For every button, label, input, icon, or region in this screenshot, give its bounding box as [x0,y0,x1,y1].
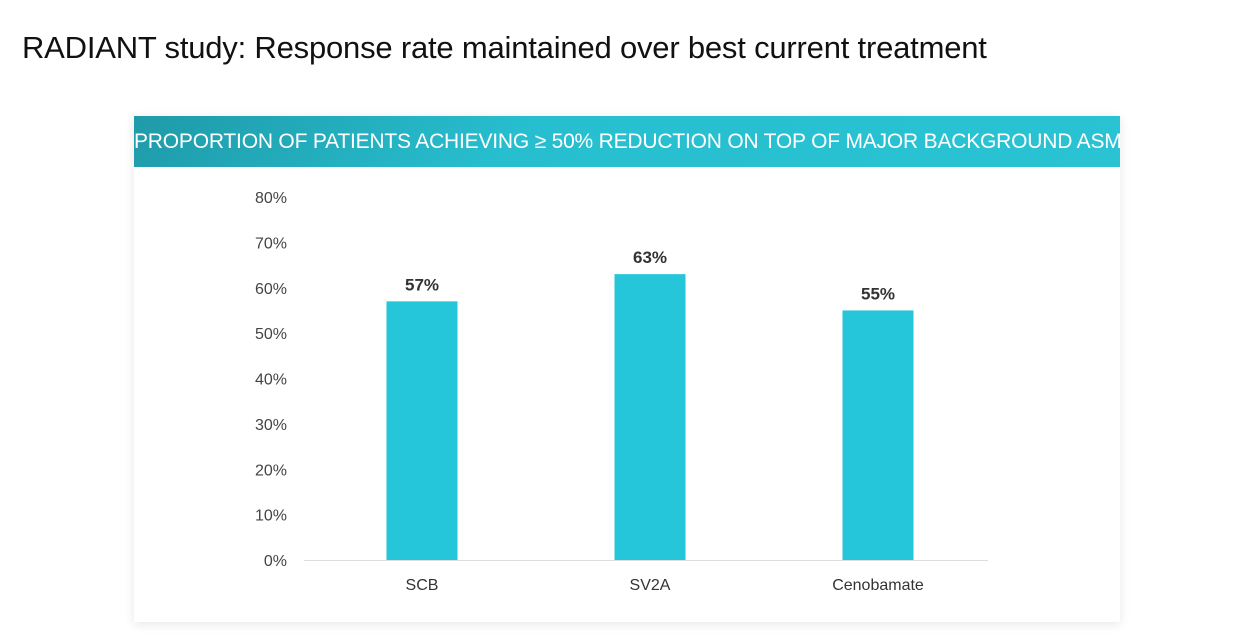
y-tick-label: 10% [255,508,287,525]
data-label: 63% [633,248,667,267]
y-tick-label: 70% [255,235,287,252]
y-tick-label: 30% [255,417,287,434]
y-tick-label: 50% [255,326,287,343]
y-tick-label: 0% [264,553,287,570]
bar-cenobamate [842,310,914,560]
y-tick-label: 40% [255,372,287,389]
slide-title: RADIANT study: Response rate maintained … [22,30,987,65]
data-label: 55% [861,284,895,303]
y-tick-label: 20% [255,462,287,479]
x-tick-label: SV2A [630,577,671,594]
x-tick-label: SCB [406,577,439,594]
y-tick-label: 60% [255,281,287,298]
data-label: 57% [405,275,439,294]
x-tick-label: Cenobamate [832,577,924,594]
chart-title: PROPORTION OF PATIENTS ACHIEVING ≥ 50% R… [134,116,1120,167]
bar-scb [386,301,458,560]
bar-sv2a [614,274,686,560]
y-tick-label: 80% [255,190,287,207]
